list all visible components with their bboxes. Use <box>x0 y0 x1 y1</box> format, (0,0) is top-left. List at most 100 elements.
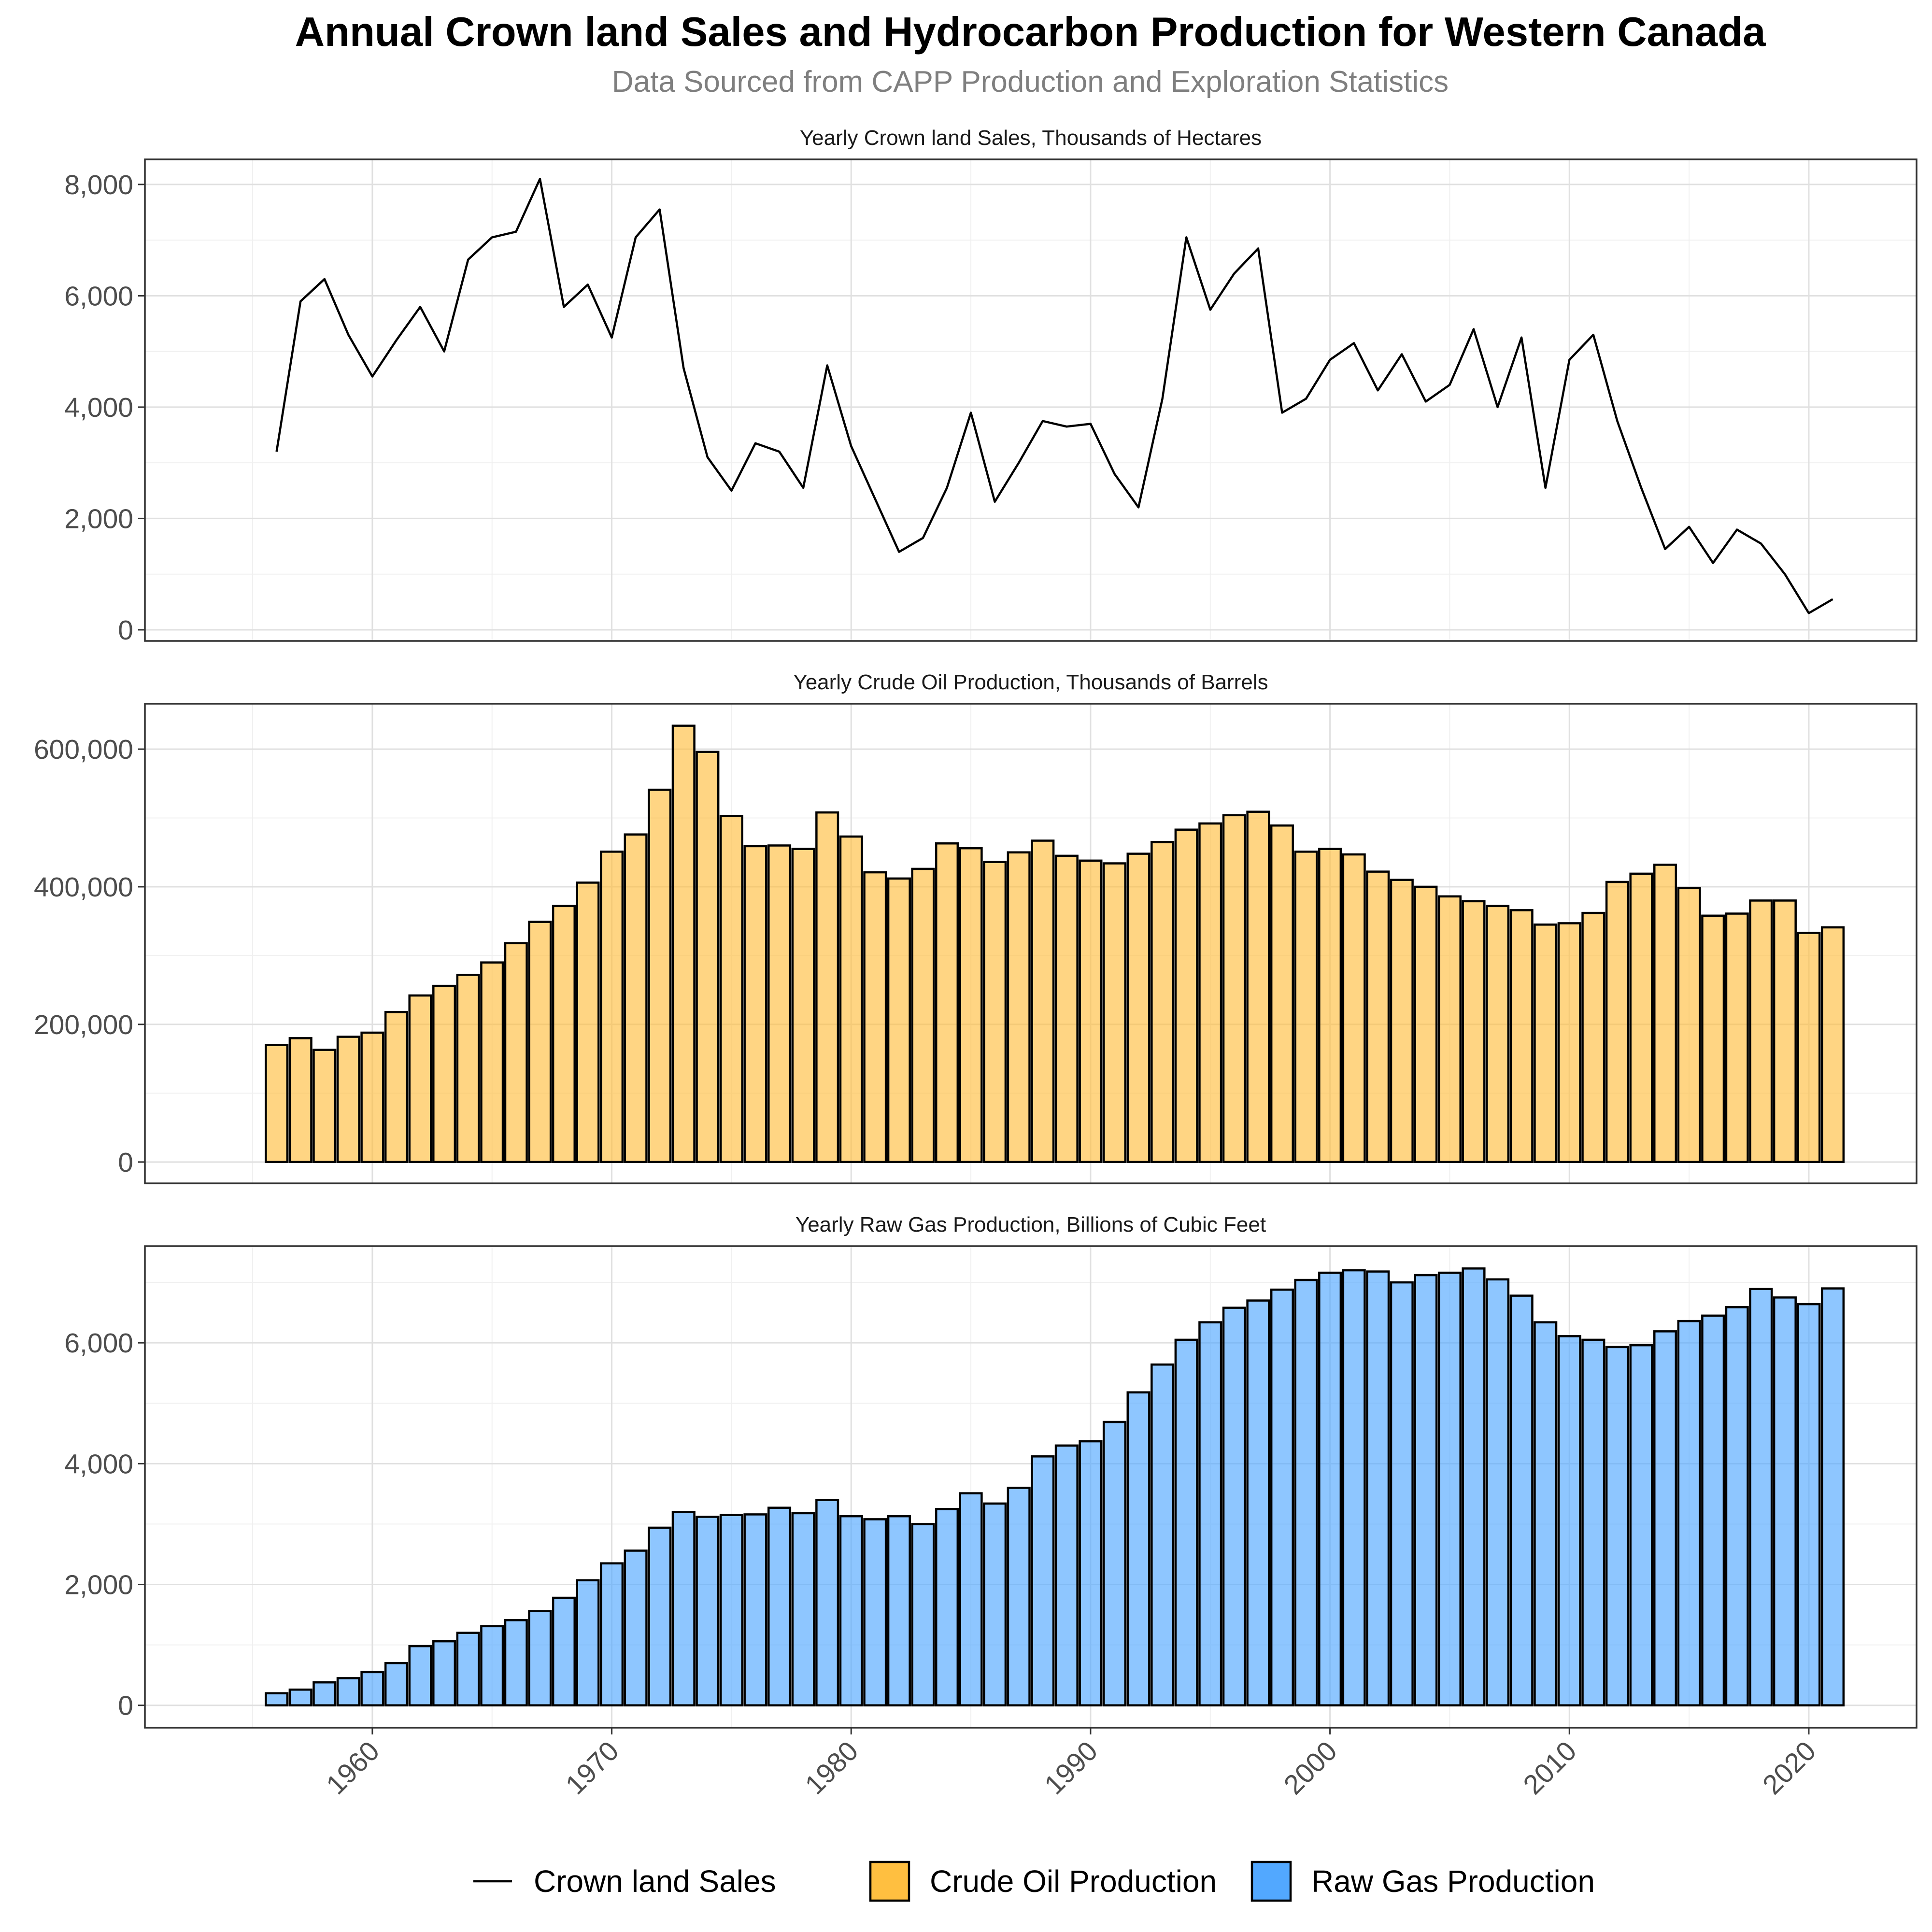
legend-item: Raw Gas Production <box>1250 1861 1595 1902</box>
bar-2016 <box>1701 914 1725 1164</box>
bar-2005 <box>1437 895 1462 1164</box>
bar-2002 <box>1366 1270 1390 1706</box>
bar-2017 <box>1725 912 1749 1164</box>
panel-title: Yearly Crude Oil Production, Thousands o… <box>793 670 1268 694</box>
bar-1974 <box>696 1516 720 1706</box>
bar-2000 <box>1318 1271 1342 1706</box>
x-tick-label: 2010 <box>1518 1735 1583 1801</box>
bar-2014 <box>1653 864 1677 1164</box>
bar-2001 <box>1342 1269 1366 1706</box>
y-tick-label: 0 <box>118 1147 133 1178</box>
bar-2018 <box>1749 1288 1773 1706</box>
bar-2004 <box>1414 1274 1438 1706</box>
bar-1966 <box>504 942 528 1164</box>
bar-1983 <box>911 1523 935 1706</box>
panel-3: Yearly Raw Gas Production, Billions of C… <box>64 1213 1918 1729</box>
bar-2006 <box>1462 1267 1486 1706</box>
bar-1972 <box>648 1526 672 1706</box>
bar-1972 <box>648 788 672 1164</box>
bar-1997 <box>1246 810 1270 1164</box>
bar-1988 <box>1031 839 1055 1164</box>
bar-1978 <box>791 848 815 1164</box>
bar-2013 <box>1629 872 1653 1164</box>
y-tick-label: 8,000 <box>64 170 133 200</box>
y-tick-label: 0 <box>118 615 133 646</box>
bar-1988 <box>1031 1455 1055 1706</box>
bar-2021 <box>1820 1287 1845 1706</box>
legend-key-swatch <box>869 1861 910 1902</box>
bar-1971 <box>624 833 648 1164</box>
bar-1977 <box>767 1506 792 1706</box>
bar-1973 <box>671 1511 696 1706</box>
bar-2007 <box>1486 905 1510 1164</box>
bar-2000 <box>1318 848 1342 1164</box>
bar-1965 <box>480 1625 504 1706</box>
bar-1991 <box>1102 1421 1127 1706</box>
bar-1978 <box>791 1512 815 1706</box>
bar-1965 <box>480 961 504 1164</box>
bar-2021 <box>1820 926 1845 1164</box>
bar-1997 <box>1246 1299 1270 1706</box>
panel-2: Yearly Crude Oil Production, Thousands o… <box>34 670 1918 1184</box>
bar-2003 <box>1390 879 1414 1164</box>
bar-2002 <box>1366 870 1390 1164</box>
bar-1992 <box>1126 1391 1151 1706</box>
bar-1956 <box>265 1044 289 1164</box>
bar-1969 <box>576 1579 600 1706</box>
bar-1996 <box>1222 814 1246 1164</box>
bar-1958 <box>313 1681 337 1706</box>
y-tick-label: 600,000 <box>34 734 133 765</box>
bar-1999 <box>1294 1279 1318 1706</box>
bar-1968 <box>552 905 576 1164</box>
bar-2012 <box>1605 1346 1629 1706</box>
legend-label: Raw Gas Production <box>1311 1864 1595 1899</box>
bar-1989 <box>1054 854 1079 1164</box>
bar-2009 <box>1534 1321 1558 1706</box>
bar-1982 <box>887 877 911 1164</box>
bar-2008 <box>1509 1294 1534 1706</box>
bar-1990 <box>1079 1440 1103 1706</box>
bar-2015 <box>1677 1320 1701 1706</box>
y-tick-label: 2,000 <box>64 503 133 534</box>
bar-1977 <box>767 844 792 1164</box>
bar-1974 <box>696 751 720 1164</box>
legend: Crown land Sales Crude Oil Production Raw … <box>473 1861 1595 1902</box>
panel-border <box>144 158 1918 642</box>
bar-1987 <box>1007 1487 1031 1706</box>
bar-1973 <box>671 724 696 1164</box>
legend-label: Crown land Sales <box>534 1864 776 1899</box>
bar-1993 <box>1151 1363 1175 1706</box>
legend-item: Crown land Sales <box>473 1864 776 1899</box>
bar-1985 <box>959 1492 983 1706</box>
bar-1961 <box>384 1011 409 1164</box>
bar-1969 <box>576 881 600 1164</box>
x-tick-label: 2020 <box>1757 1735 1822 1801</box>
y-tick-label: 400,000 <box>34 872 133 903</box>
bar-1975 <box>719 1514 743 1706</box>
y-tick-label: 4,000 <box>64 1449 133 1479</box>
bar-1986 <box>983 1502 1007 1706</box>
bar-2008 <box>1509 909 1534 1164</box>
bar-2015 <box>1677 887 1701 1164</box>
bar-1981 <box>863 871 887 1164</box>
panel-background <box>145 159 1917 641</box>
bar-1958 <box>313 1049 337 1164</box>
panel-title: Yearly Crown land Sales, Thousands of He… <box>800 126 1262 150</box>
bar-1980 <box>839 1515 863 1706</box>
bar-1994 <box>1174 828 1198 1164</box>
bar-1995 <box>1198 822 1222 1164</box>
bar-1993 <box>1151 841 1175 1164</box>
bar-1984 <box>935 1507 959 1706</box>
y-tick-label: 0 <box>118 1690 133 1721</box>
legend-key-swatch <box>1250 1861 1292 1902</box>
bar-2012 <box>1605 881 1629 1164</box>
bar-2017 <box>1725 1306 1749 1706</box>
y-tick-label: 200,000 <box>34 1009 133 1040</box>
bar-1956 <box>265 1692 289 1706</box>
bar-1957 <box>288 1688 313 1706</box>
bar-1960 <box>360 1031 384 1164</box>
bar-1970 <box>600 1562 624 1706</box>
bar-1998 <box>1270 824 1294 1164</box>
bar-1995 <box>1198 1321 1222 1706</box>
